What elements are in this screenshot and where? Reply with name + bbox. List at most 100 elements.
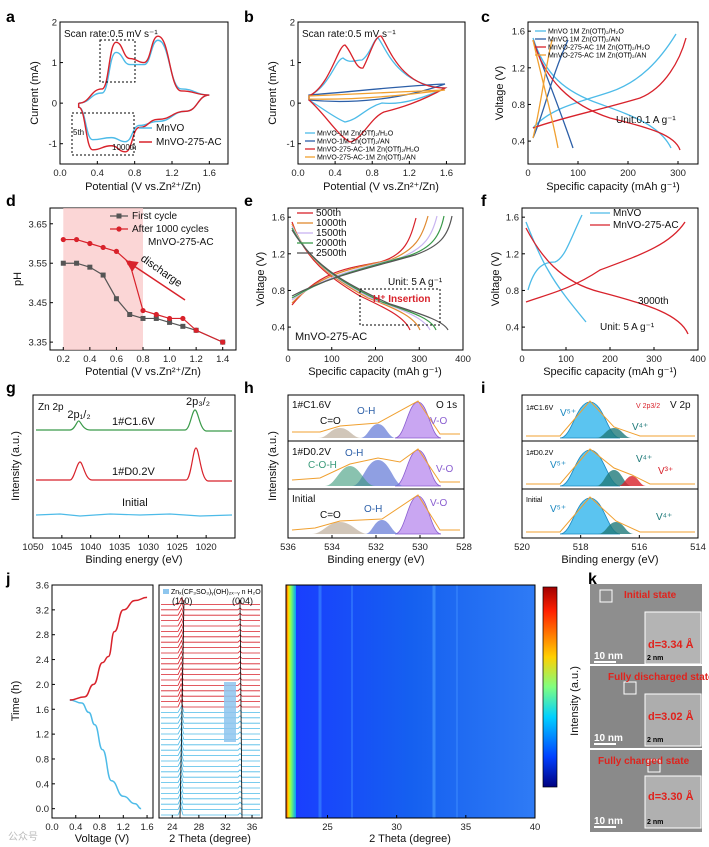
panel-i-fit-v4-3 xyxy=(598,522,634,534)
panel-h-label-oh-2: O-H xyxy=(345,448,363,459)
panel-b-frame xyxy=(297,21,466,165)
panel-j-xrd-xlabel: 2 Theta (degree) xyxy=(169,833,251,845)
panel-f-curves xyxy=(525,214,689,335)
panel-d-series-2-point xyxy=(73,236,80,243)
panel-f-xtick-label: 100 xyxy=(558,354,574,365)
panel-j-heatmap-xlabel: 2 Theta (degree) xyxy=(369,833,451,845)
panel-a-series-2-line xyxy=(77,35,210,153)
panel-j-xrd-pattern xyxy=(161,677,260,686)
panel-h-xlabel: Binding energy (eV) xyxy=(327,554,424,566)
panel-b-xlabel: Potential (V vs.Zn²⁺/Zn) xyxy=(323,181,439,193)
panel-f-legend-1: MnVO xyxy=(613,208,642,219)
panel-b-legend-4: MnVO-275-AC-1M Zn(OTf)₂/AN xyxy=(317,155,416,162)
panel-j-xrd-pattern xyxy=(161,688,260,697)
panel-e-unit: Unit: 5 A g⁻¹ xyxy=(388,277,443,288)
panel-k-image-1: Initial state d=3.34 Å 10 nm 2 nm xyxy=(590,584,702,665)
panel-j-ytick-label: 2.0 xyxy=(36,680,49,691)
panel-g-peak-2p12: 2p₁/₂ xyxy=(67,409,90,421)
panel-j-xrd-pattern xyxy=(161,639,260,648)
panel-a-zoom-box-top xyxy=(99,39,136,83)
panel-j-xrd-pattern xyxy=(161,601,260,611)
panel-j-xrd-pattern xyxy=(161,796,260,805)
panel-e-curves xyxy=(291,215,453,331)
panel-e-hplus-label: H⁺ Insertion xyxy=(373,294,431,305)
panel-c-xtick-label: 0 xyxy=(525,168,530,179)
panel-f-xtick-label: 200 xyxy=(602,354,618,365)
panel-k-d-2: d=3.02 Å xyxy=(648,710,694,723)
panel-j-xtick-label: 1.6 xyxy=(140,822,153,833)
panel-d-discharge-arrow xyxy=(125,260,186,301)
panel-d-series-1-point xyxy=(74,260,80,266)
panel-h-fit-vo-3 xyxy=(394,495,442,535)
panel-a-series xyxy=(77,35,210,153)
panel-d-xtick-label: 0.6 xyxy=(110,354,123,365)
panel-j-xrd-pattern xyxy=(161,693,260,702)
panel-j-insitu-chart: 0.0 0.4 0.8 1.2 1.6 0.0 0.4 0.8 1.2 1.6 2.0 2.4 2.8 3… xyxy=(10,581,558,845)
panel-c-xtick-label: 200 xyxy=(620,168,636,179)
panel-c-xlabel: Specific capacity (mAh g⁻¹) xyxy=(546,181,680,193)
panel-f-ytick-label: 1.2 xyxy=(506,249,519,260)
panel-e-xtick-label: 200 xyxy=(368,354,384,365)
panel-c-charge-mnvo-an xyxy=(532,39,569,139)
panel-d-xtick-label: 0.2 xyxy=(57,354,70,365)
panel-j-axes: 0.0 0.4 0.8 1.2 1.6 0.0 0.4 0.8 1.2 1.6 2.0 2.4 2.8 3… xyxy=(36,581,154,834)
panel-c-frame xyxy=(527,21,699,165)
panel-j-xlabel: Voltage (V) xyxy=(75,833,129,845)
panel-g-xtick-label: 1030 xyxy=(138,542,159,553)
panel-h-fit-vo-1 xyxy=(394,401,442,439)
panel-h-xtick-label: 530 xyxy=(412,542,428,553)
panel-b-cv-chart: Scan rate:0.5 mV s⁻¹ MnVO-1M Zn(OTf)₂/H₂… xyxy=(267,18,466,193)
panel-e-legend-1: 500th xyxy=(316,208,341,219)
panel-c-legend-4: MnVO-275-AC 1M Zn(OTf)₂/AN xyxy=(548,53,646,60)
panel-j-xrd-pattern xyxy=(161,715,260,724)
panel-j-ylabel: Time (h) xyxy=(10,681,22,722)
panel-j-xrd-pattern xyxy=(161,682,260,692)
panel-d-series-2-point xyxy=(153,311,159,318)
panel-d-series-2-point xyxy=(180,315,186,322)
panel-k-inset-scale-3: 2 nm xyxy=(647,819,663,826)
panel-a-cv-chart: Scan rate:0.5 mV s⁻¹ 5th 1000th MnVO MnV… xyxy=(29,18,229,193)
panel-b-xtick-label: 0.4 xyxy=(329,168,342,179)
panel-d-legend-1: First cycle xyxy=(132,211,177,222)
panel-g-spectrum-d02 xyxy=(36,447,232,482)
panel-j-xrd-pattern xyxy=(161,617,260,627)
panel-a-xtick-label: 1.6 xyxy=(203,168,216,179)
panel-d-series-1-point xyxy=(180,323,186,329)
panel-j-heatmap-axes: 25 30 35 40 xyxy=(322,815,540,833)
panel-j-xrd-pattern xyxy=(161,623,260,632)
panel-k-scale-3: 10 nm xyxy=(594,816,623,827)
panel-j-ytick-label: 1.2 xyxy=(36,730,49,741)
panel-a-scan-rate: Scan rate:0.5 mV s⁻¹ xyxy=(64,29,158,40)
panel-e-xtick-label: 300 xyxy=(411,354,427,365)
panel-j-xrd-pattern xyxy=(161,752,260,762)
panel-d-highlight-band xyxy=(63,208,143,350)
panel-c-ytick-label: 1.6 xyxy=(512,27,525,38)
panel-e-legend-3: 1500th xyxy=(316,228,347,239)
panel-i-xtick-label: 520 xyxy=(514,542,530,553)
panel-j-xrd-pattern xyxy=(161,742,260,751)
panel-i-label-v4-2: V⁴⁺ xyxy=(636,454,652,465)
panel-i-legend: V 2p3/2 xyxy=(636,403,660,410)
panel-d-xtick-label: 0.4 xyxy=(83,354,96,365)
panel-h-fit-oh-1 xyxy=(360,424,396,438)
panel-d-ytick-label: 3.45 xyxy=(29,298,48,309)
panel-g-xtick-label: 1020 xyxy=(196,542,217,553)
panel-b-curves xyxy=(308,35,448,143)
panel-j-xrd-xtick-label: 36 xyxy=(247,822,258,833)
panel-j-xrd-pattern xyxy=(161,612,260,621)
panel-e-xtick-label: 400 xyxy=(455,354,471,365)
panel-a-ytick-label: 1 xyxy=(52,58,57,69)
panel-h-xtick-label: 536 xyxy=(280,542,296,553)
panel-j-time-series xyxy=(69,596,148,810)
panel-k-image-2: Fully discharged state d=3.02 Å 10 nm 2 … xyxy=(590,666,709,748)
panel-h-label-co-1: C=O xyxy=(320,416,341,427)
panel-label-d: d xyxy=(6,193,16,210)
panel-b-xtick-label: 1.2 xyxy=(403,168,416,179)
panel-f-charge-ac xyxy=(525,221,686,303)
panel-e-xlabel: Specific capacity (mAh g⁻¹) xyxy=(308,366,442,378)
panel-j-xrd-pattern xyxy=(161,769,260,778)
panel-g-xtick-label: 1050 xyxy=(22,542,43,553)
panel-e-discharge-500 xyxy=(291,221,411,331)
panel-b-legend: MnVO-1M Zn(OTf)₂/H₂O MnVO-1M Zn(OTf)₂/AN… xyxy=(305,131,420,162)
